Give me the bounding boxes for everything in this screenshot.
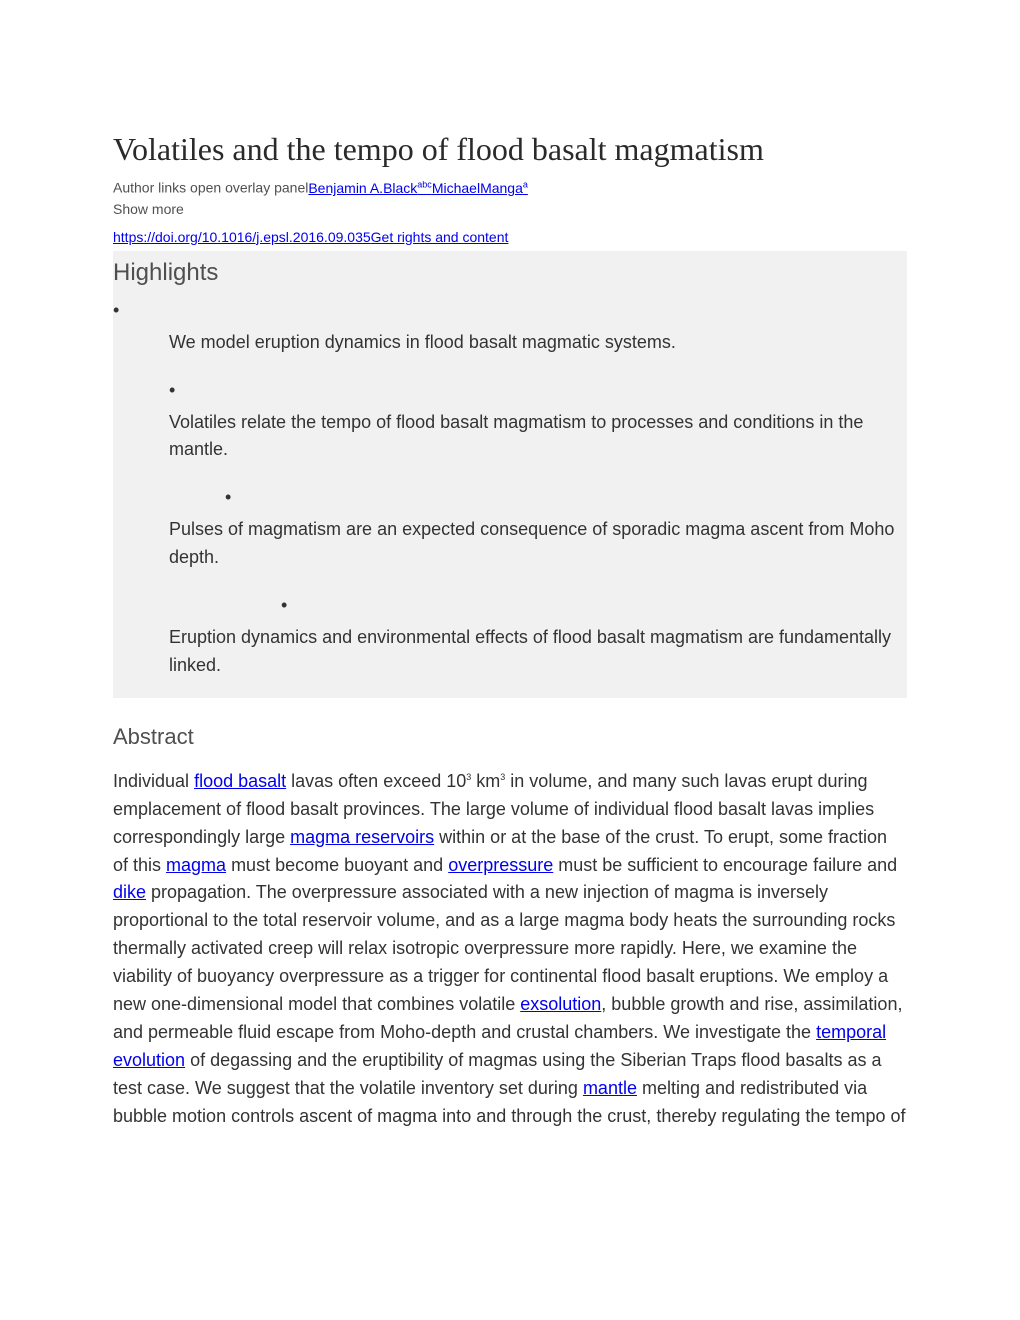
term-link-magma[interactable]: magma	[166, 855, 226, 875]
bullet-icon: •	[281, 596, 907, 614]
highlight-item: Volatiles relate the tempo of flood basa…	[169, 409, 907, 465]
rights-link[interactable]: Get rights and content	[371, 229, 509, 245]
term-link-mantle[interactable]: mantle	[583, 1078, 637, 1098]
show-more-toggle[interactable]: Show more	[113, 201, 907, 217]
highlights-section: Highlights • We model eruption dynamics …	[113, 251, 907, 698]
term-link-exsolution[interactable]: exsolution	[520, 994, 601, 1014]
affiliation-1: a	[523, 179, 528, 189]
highlight-item: We model eruption dynamics in flood basa…	[169, 329, 907, 357]
doi-line: https://doi.org/10.1016/j.epsl.2016.09.0…	[113, 229, 907, 245]
affiliation-0: abc	[417, 179, 432, 189]
author-link-0[interactable]: Benjamin A.Blackabc	[308, 180, 431, 196]
author-link-1[interactable]: MichaelMangaa	[432, 180, 528, 196]
term-link-magma-reservoirs[interactable]: magma reservoirs	[290, 827, 434, 847]
author-line: Author links open overlay panelBenjamin …	[113, 178, 907, 198]
abstract-body: Individual flood basalt lavas often exce…	[113, 768, 907, 1131]
bullet-icon: •	[225, 488, 907, 506]
term-link-dike[interactable]: dike	[113, 882, 146, 902]
doi-link[interactable]: https://doi.org/10.1016/j.epsl.2016.09.0…	[113, 229, 371, 245]
term-link-flood-basalt[interactable]: flood basalt	[194, 771, 286, 791]
abstract-heading: Abstract	[113, 724, 907, 750]
highlight-item: Pulses of magmatism are an expected cons…	[169, 516, 907, 572]
highlights-heading: Highlights	[113, 259, 907, 287]
article-title: Volatiles and the tempo of flood basalt …	[113, 130, 907, 168]
author-prefix: Author links open overlay panel	[113, 180, 308, 196]
term-link-overpressure[interactable]: overpressure	[448, 855, 553, 875]
bullet-icon: •	[113, 301, 907, 319]
article-page: Volatiles and the tempo of flood basalt …	[0, 0, 1020, 1320]
highlight-item: Eruption dynamics and environmental effe…	[169, 624, 907, 680]
bullet-icon: •	[169, 381, 907, 399]
